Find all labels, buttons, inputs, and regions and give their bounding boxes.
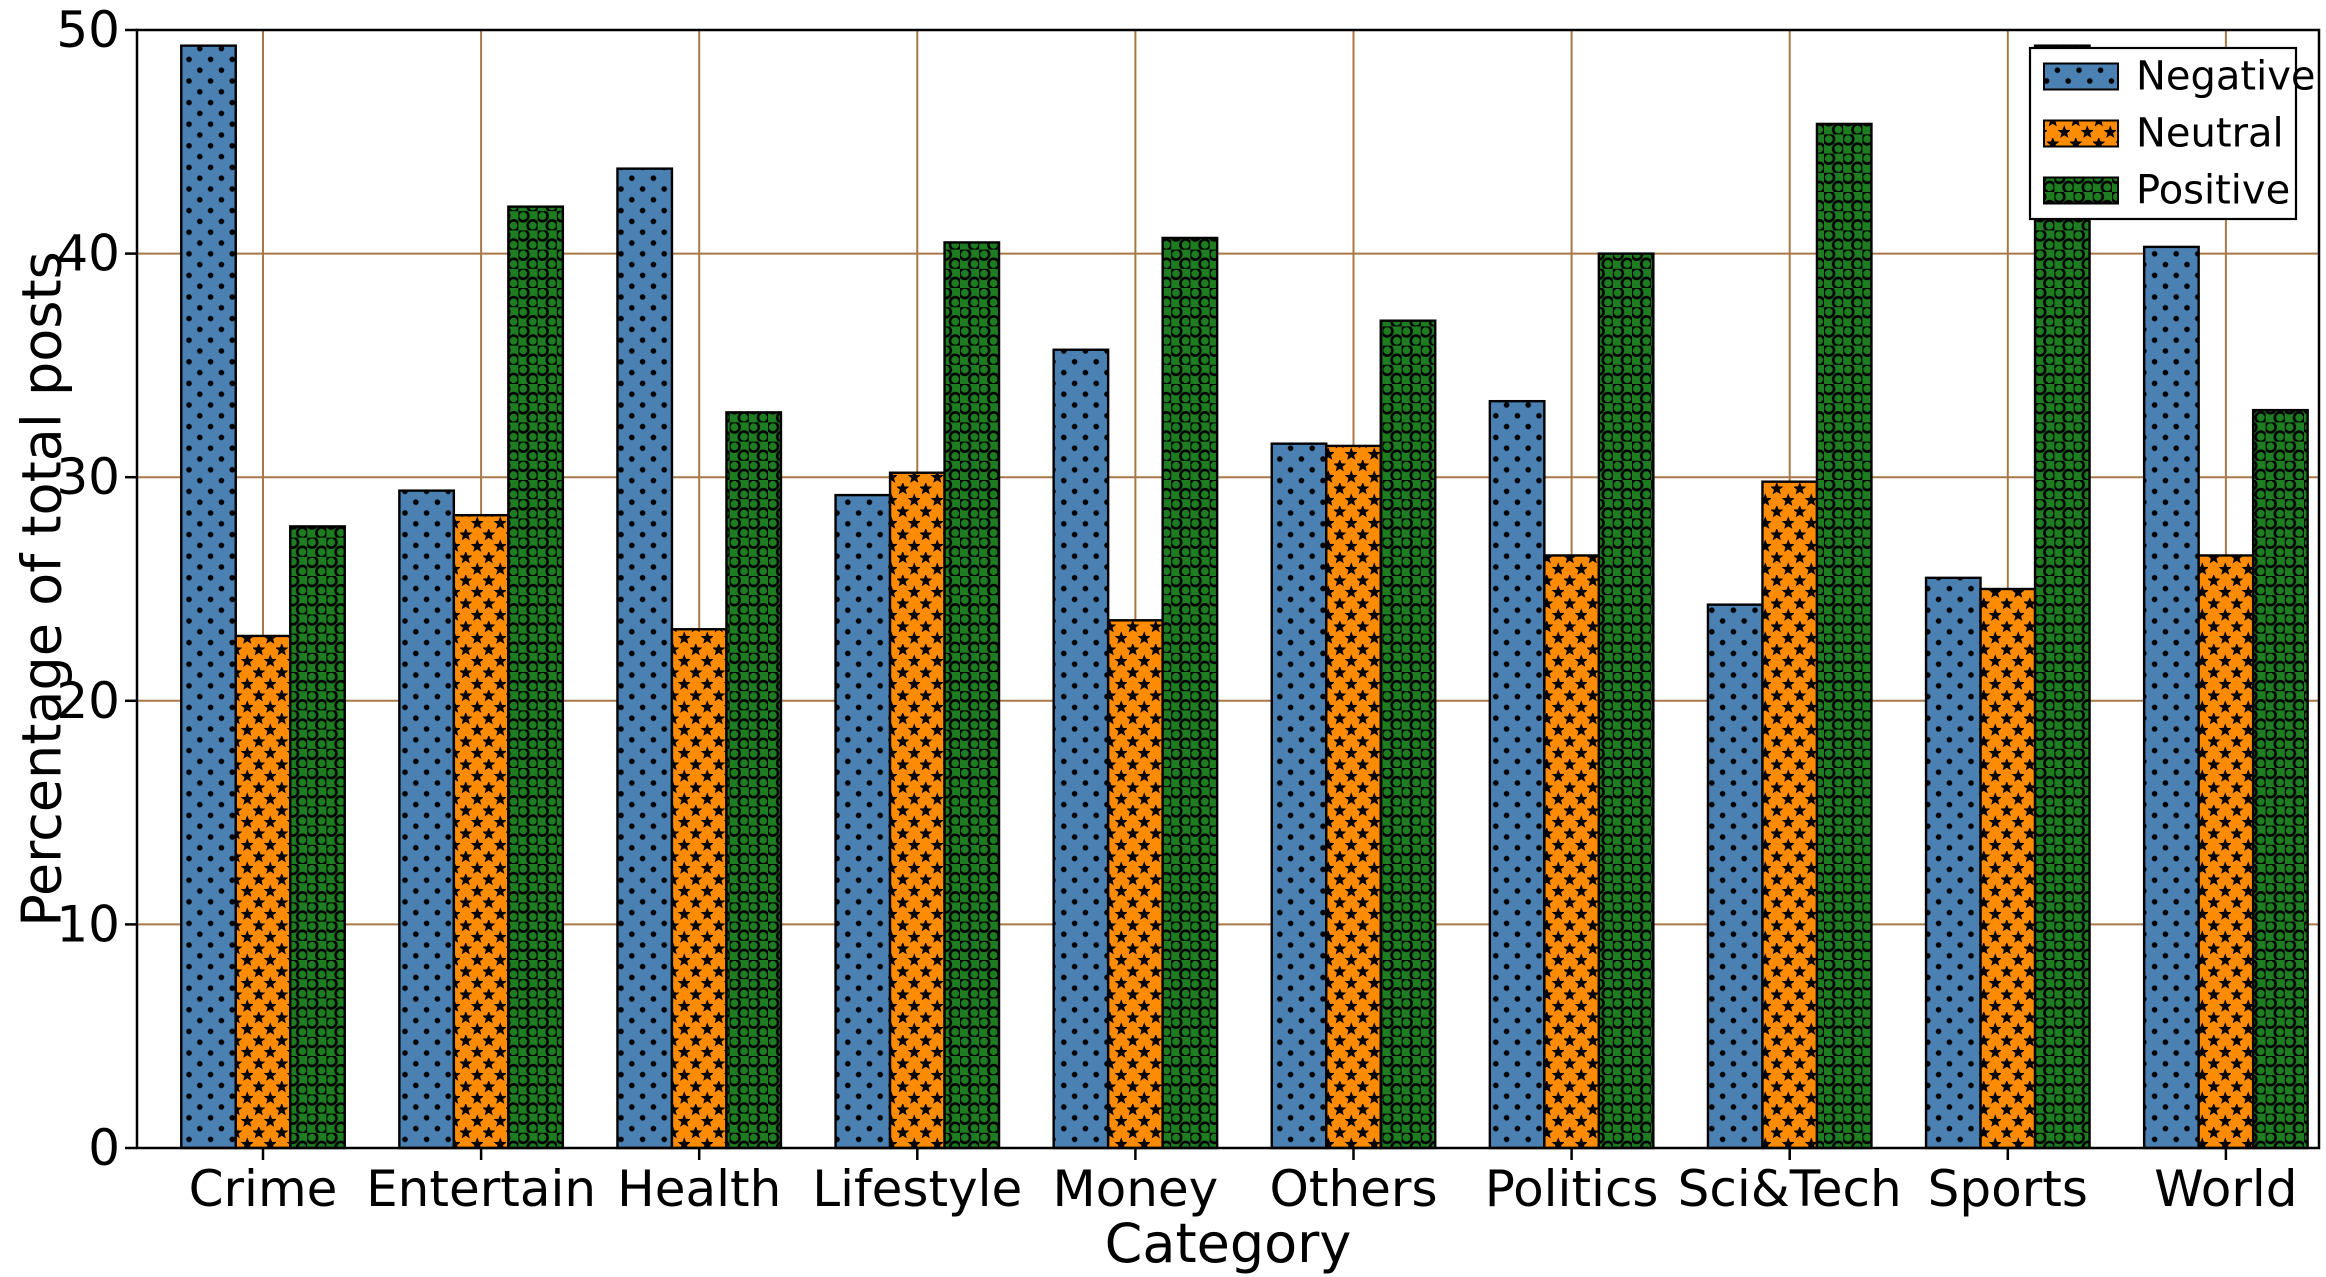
y-tick-label-50: 50 bbox=[56, 1, 120, 59]
bar-health-positive bbox=[725, 411, 783, 1150]
y-tick-label-0: 0 bbox=[88, 1119, 120, 1177]
x-tick-label-entertain: Entertain bbox=[366, 1160, 596, 1218]
bar-politics-neutral bbox=[1543, 554, 1601, 1150]
x-tick-label-health: Health bbox=[617, 1160, 781, 1218]
bar-politics-negative bbox=[1488, 399, 1546, 1150]
bar-others-neutral bbox=[1325, 444, 1382, 1150]
y-tick-label-40: 40 bbox=[56, 225, 120, 283]
bar-sports-positive bbox=[2033, 44, 2091, 1150]
bar-sports-negative bbox=[1924, 576, 1982, 1150]
bar-lifestyle-neutral bbox=[888, 471, 946, 1150]
bar-world-negative bbox=[2142, 245, 2200, 1150]
x-tick-label-sports: Sports bbox=[1928, 1160, 2088, 1218]
bar-sports-neutral bbox=[1979, 587, 2037, 1150]
bar-entertain-negative bbox=[398, 489, 456, 1150]
bar-lifestyle-positive bbox=[943, 241, 1001, 1150]
legend-label-neutral: Neutral bbox=[2136, 111, 2284, 157]
y-tick-label-20: 20 bbox=[56, 672, 120, 730]
bar-health-negative bbox=[616, 167, 674, 1150]
y-tick-label-30: 30 bbox=[56, 448, 120, 506]
bar-entertain-neutral bbox=[452, 514, 510, 1150]
bar-sci-tech-positive bbox=[1815, 122, 1873, 1150]
bar-crime-negative bbox=[180, 44, 237, 1150]
x-tick-label-lifestyle: Lifestyle bbox=[812, 1160, 1022, 1218]
x-tick-label-others: Others bbox=[1269, 1160, 1437, 1218]
x-tick-label-sci-tech: Sci&Tech bbox=[1678, 1160, 1902, 1218]
bar-crime-positive bbox=[289, 525, 346, 1150]
bars bbox=[180, 44, 2309, 1150]
legend-swatch-positive-icon bbox=[2043, 176, 2119, 205]
bar-world-neutral bbox=[2197, 554, 2255, 1150]
legend-swatch-neutral-icon bbox=[2043, 119, 2119, 148]
legend-item-neutral: Neutral bbox=[2043, 111, 2284, 157]
x-tick-label-crime: Crime bbox=[189, 1160, 338, 1218]
bar-money-positive bbox=[1161, 236, 1219, 1150]
legend-swatch-negative-icon bbox=[2043, 62, 2119, 91]
bar-politics-positive bbox=[1597, 252, 1655, 1150]
x-tick-label-politics: Politics bbox=[1485, 1160, 1659, 1218]
bar-health-neutral bbox=[670, 628, 728, 1150]
axis-ticks bbox=[125, 28, 2228, 1160]
x-tick-label-world: World bbox=[2154, 1160, 2297, 1218]
y-tick-label-10: 10 bbox=[56, 895, 120, 953]
bar-others-negative bbox=[1270, 442, 1328, 1150]
bar-sci-tech-neutral bbox=[1761, 480, 1819, 1150]
bar-entertain-positive bbox=[507, 205, 565, 1150]
plot-border bbox=[135, 28, 2321, 1150]
legend-label-positive: Positive bbox=[2136, 168, 2290, 214]
legend: Negative Neutral Positive bbox=[2028, 46, 2316, 221]
x-tick-label-money: Money bbox=[1053, 1160, 1219, 1218]
bar-money-neutral bbox=[1106, 619, 1164, 1150]
bar-crime-neutral bbox=[234, 634, 292, 1150]
bar-sci-tech-negative bbox=[1706, 603, 1764, 1150]
bar-others-positive bbox=[1379, 319, 1437, 1150]
bar-world-positive bbox=[2251, 408, 2309, 1150]
x-axis-label: Category bbox=[1105, 1212, 1352, 1275]
legend-item-negative: Negative bbox=[2043, 54, 2316, 100]
legend-item-positive: Positive bbox=[2043, 168, 2290, 214]
bar-lifestyle-negative bbox=[834, 493, 892, 1150]
bar-money-negative bbox=[1052, 348, 1110, 1150]
y-axis-label: Percentage of total posts bbox=[11, 251, 74, 927]
legend-label-negative: Negative bbox=[2136, 54, 2316, 100]
